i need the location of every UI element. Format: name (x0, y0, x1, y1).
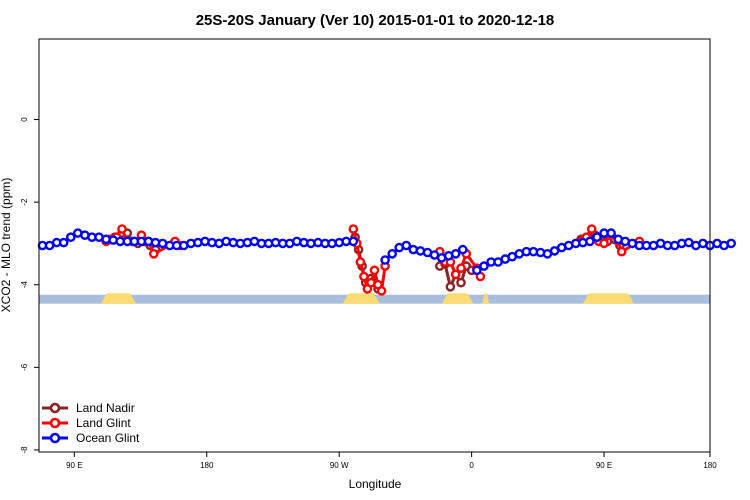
data-point (457, 244, 468, 255)
y-axis-label: XCO2 - MLO trend (ppm) (0, 178, 13, 313)
legend-swatch-marker (49, 432, 61, 444)
data-point (456, 277, 466, 288)
land-ocean-strip (39, 293, 710, 304)
data-point (456, 263, 466, 274)
data-point (479, 261, 489, 271)
data-point (117, 224, 127, 234)
data-point (585, 236, 595, 247)
x-tick-label: 90 E (596, 461, 612, 470)
data-point (359, 271, 369, 282)
y-tick-label: -8 (20, 446, 29, 454)
x-tick-label: 90 W (330, 461, 349, 470)
y-tick-label: 0 (20, 117, 29, 122)
legend-label: Ocean Glint (76, 431, 140, 445)
land-band (582, 293, 635, 304)
data-point (445, 281, 456, 292)
land-band (100, 293, 137, 304)
x-tick-label: 180 (200, 461, 214, 470)
chart-title: 25S-20S January (Ver 10) 2015-01-01 to 2… (196, 12, 555, 29)
plot-frame (38, 38, 711, 453)
x-axis: 90 E 180 90 W 0 90 E 180 (66, 452, 717, 470)
land-band (482, 293, 490, 304)
data-point (586, 224, 597, 234)
legend-item-land-nadir: Land Nadir (42, 401, 135, 415)
x-tick-label: 90 E (66, 461, 82, 470)
data-point (148, 248, 159, 259)
land-band (441, 293, 474, 304)
x-tick-label: 0 (469, 461, 474, 470)
y-axis: 0 -2 -4 -6 -8 (20, 117, 39, 454)
data-point (450, 269, 461, 280)
data-point (592, 232, 602, 242)
series-land-glint (101, 224, 645, 296)
data-point (376, 286, 387, 296)
legend-item-land-glint: Land Glint (42, 416, 131, 430)
series-ocean-glint (37, 228, 737, 276)
data-point (369, 265, 380, 276)
data-point (348, 236, 359, 247)
legend-item-ocean-glint: Ocean Glint (42, 431, 140, 445)
data-point (58, 237, 69, 248)
data-point (450, 248, 461, 259)
x-axis-label: Longitude (349, 477, 402, 491)
x-tick-label: 180 (703, 461, 717, 470)
y-tick-label: -4 (20, 281, 29, 289)
legend-swatch-marker (49, 402, 61, 414)
data-point (66, 232, 76, 242)
data-point (599, 238, 609, 249)
data-point (472, 265, 482, 276)
legend-label: Land Glint (76, 416, 131, 430)
data-point (549, 246, 560, 256)
legend-swatch-marker (49, 417, 61, 429)
land-band (342, 293, 380, 304)
series-layer (37, 224, 737, 296)
y-tick-label: -6 (20, 363, 29, 371)
data-point (348, 224, 359, 234)
y-tick-label: -2 (20, 198, 29, 206)
data-point (726, 238, 737, 249)
data-point (380, 255, 390, 265)
data-point (401, 240, 412, 251)
data-point (355, 257, 366, 267)
data-point (616, 246, 627, 257)
legend-label: Land Nadir (76, 401, 135, 415)
data-point (606, 228, 616, 238)
data-point (387, 248, 398, 259)
